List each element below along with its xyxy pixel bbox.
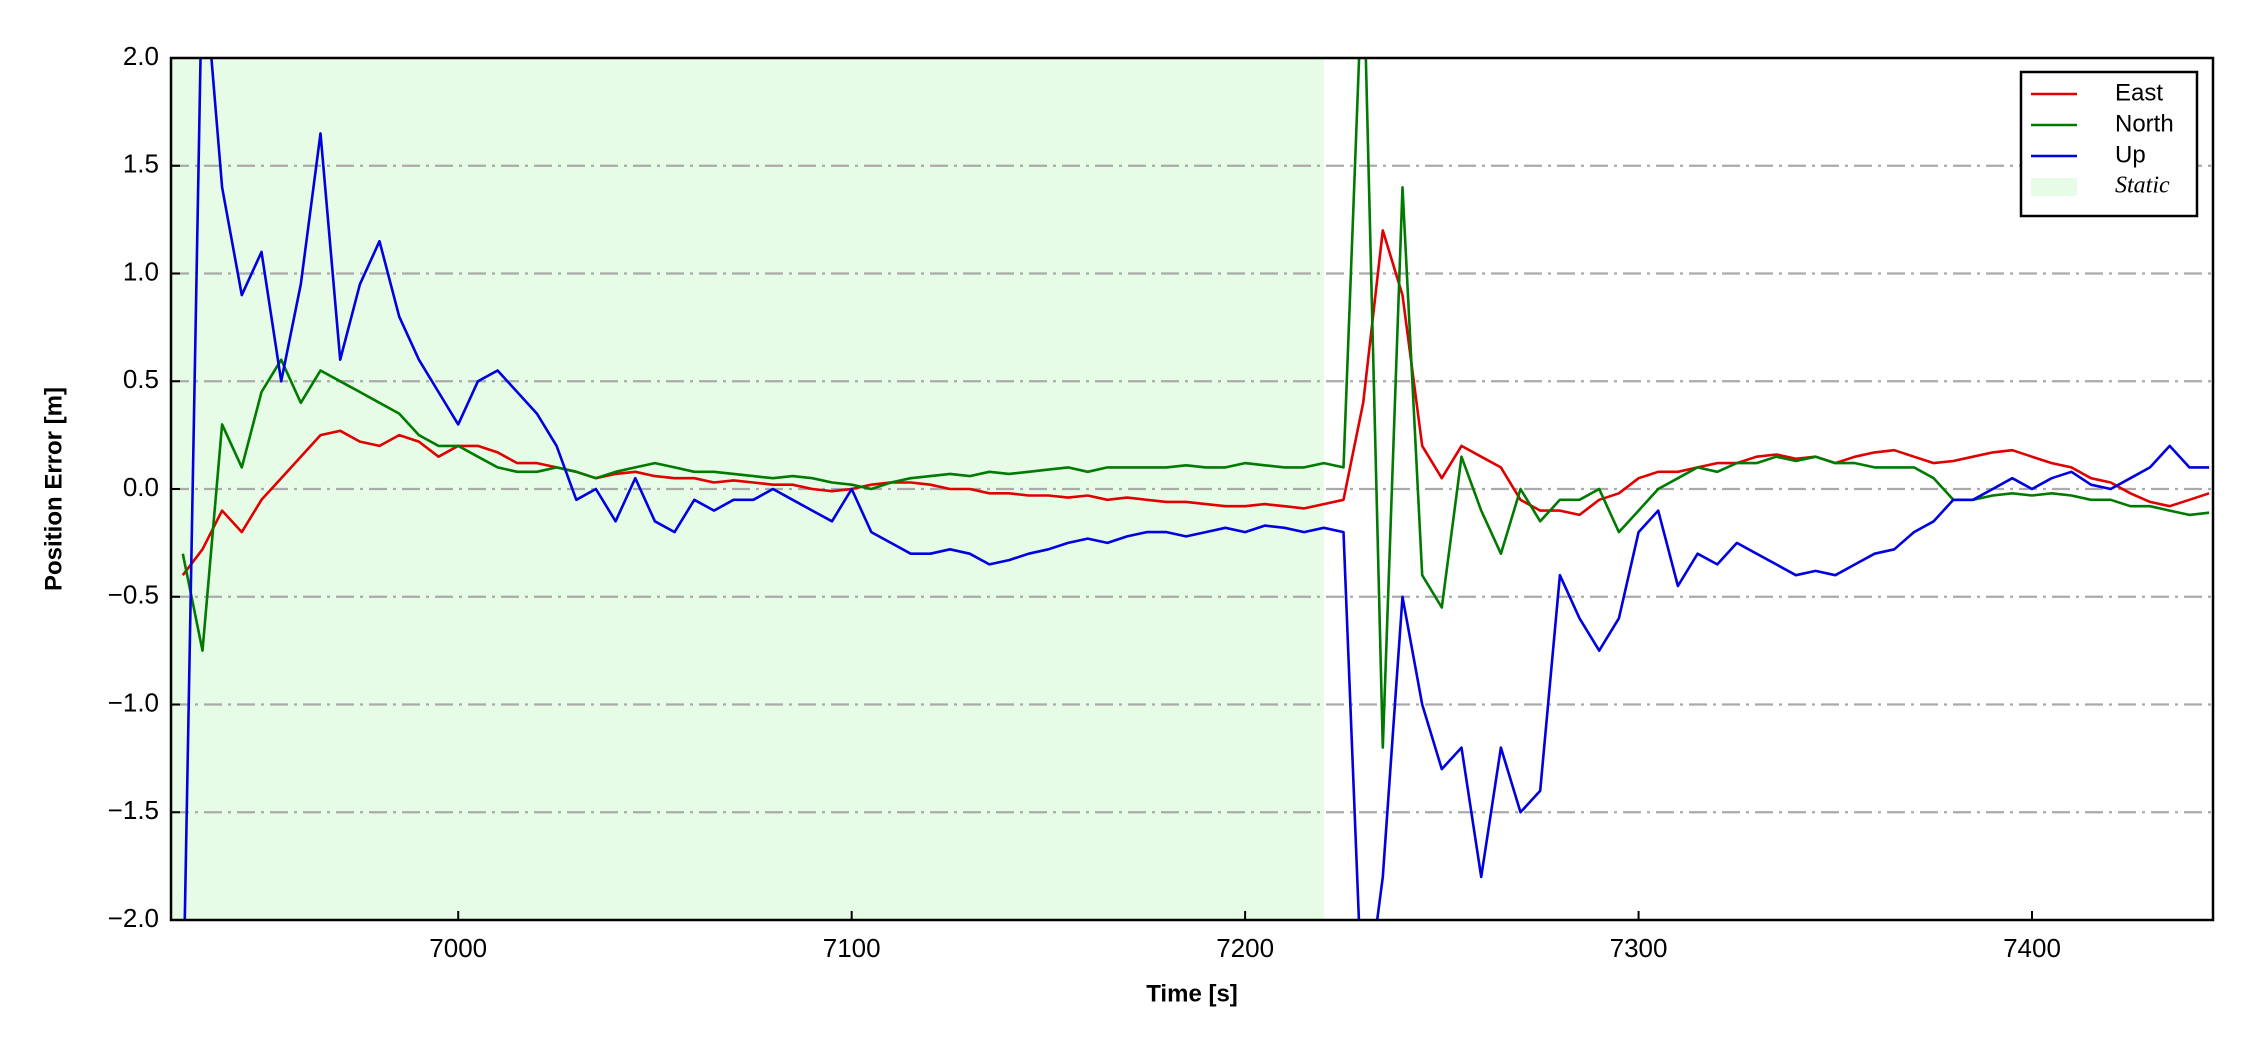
legend: East North Up Static xyxy=(2019,70,2199,218)
y-tick-label: −1.5 xyxy=(108,795,159,825)
legend-label: Static xyxy=(2115,173,2170,199)
x-tick-label: 7200 xyxy=(1216,933,1274,963)
series-line xyxy=(181,229,2210,576)
series-line xyxy=(183,58,2210,920)
series-line xyxy=(181,58,2210,749)
lines-layer xyxy=(181,58,2210,920)
legend-label: East xyxy=(2115,79,2163,106)
grid-layer xyxy=(171,164,2213,814)
y-tick-label: 0.0 xyxy=(123,472,159,502)
y-tick-label: 2.0 xyxy=(123,41,159,71)
legend-label: Up xyxy=(2115,141,2146,168)
y-tick-label: 1.0 xyxy=(123,256,159,286)
y-tick-label: −2.0 xyxy=(108,903,159,933)
y-tick-label: 0.5 xyxy=(123,364,159,394)
ticks-layer: −2.0 −1.5 −1.0 −0.5 0.0 0.5 1.0 1.5 2.0 7000 7100 7… xyxy=(108,41,2061,963)
y-axis-label: Position Error [m] xyxy=(40,387,67,591)
legend-swatch xyxy=(2031,178,2077,196)
x-tick-label: 7000 xyxy=(429,933,487,963)
x-tick-label: 7300 xyxy=(1610,933,1668,963)
x-tick-label: 7100 xyxy=(823,933,881,963)
y-tick-label: −1.0 xyxy=(108,687,159,717)
x-axis-label: Time [s] xyxy=(1146,980,1238,1007)
y-tick-label: −0.5 xyxy=(108,580,159,610)
x-tick-label: 7400 xyxy=(2003,933,2061,963)
y-tick-label: 1.5 xyxy=(123,149,159,179)
legend-label: North xyxy=(2115,110,2174,137)
